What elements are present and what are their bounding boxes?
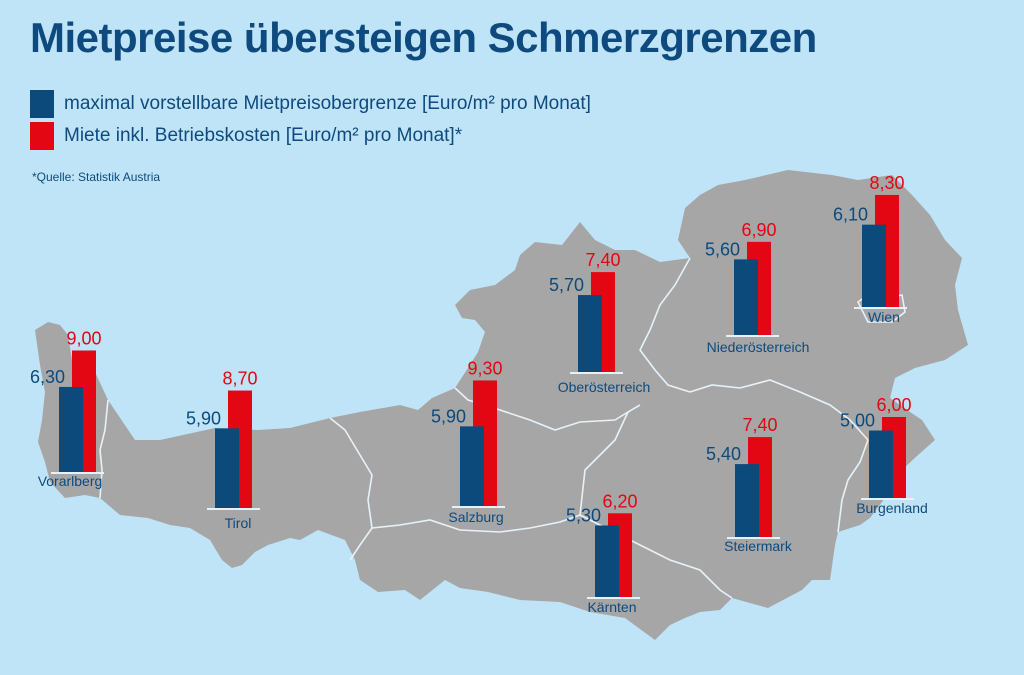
region-tirol: 8,705,90 Tirol — [186, 369, 260, 531]
category-label-wien: Wien — [868, 309, 900, 325]
legend-label-max-rent: maximal vorstellbare Mietpreisobergrenze… — [64, 93, 591, 114]
region-wien: 8,306,10 Wien — [833, 173, 907, 325]
value-label-actual-rent-steiermark: 7,40 — [742, 415, 777, 435]
source-note: *Quelle: Statistik Austria — [32, 170, 161, 184]
bars-layer: 9,006,30Vorarlberg8,705,90Tirol9,305,90S… — [30, 173, 928, 615]
bar-max-rent-oberoesterreich — [578, 295, 602, 372]
legend-item-actual-rent: Miete inkl. Betriebskosten [Euro/m² pro … — [30, 122, 462, 150]
value-label-actual-rent-niederoesterreich: 6,90 — [741, 220, 776, 240]
bar-max-rent-wien — [862, 224, 886, 307]
border-vorarlberg-tirol — [99, 399, 109, 499]
austria-map — [35, 170, 968, 640]
border-ooe-noe — [639, 257, 691, 393]
border-ooe-steiermark — [579, 411, 629, 516]
region-oberoesterreich: 7,405,70 Oberösterreich — [549, 250, 650, 395]
value-label-actual-rent-salzburg: 9,30 — [467, 358, 502, 378]
bar-max-rent-burgenland — [869, 430, 893, 498]
value-label-max-rent-vorarlberg: 6,30 — [30, 367, 65, 387]
value-label-actual-rent-vorarlberg: 9,00 — [66, 329, 101, 349]
value-label-max-rent-wien: 6,10 — [833, 205, 868, 225]
bar-max-rent-tirol — [215, 428, 239, 508]
region-kaernten: 6,205,30 Kärnten — [566, 491, 640, 615]
value-label-actual-rent-burgenland: 6,00 — [876, 395, 911, 415]
bar-max-rent-steiermark — [735, 464, 759, 537]
legend-item-max-rent: maximal vorstellbare Mietpreisobergrenze… — [30, 90, 591, 118]
legend-swatch-blue — [30, 90, 54, 118]
value-label-actual-rent-oberoesterreich: 7,40 — [585, 250, 620, 270]
border-noe-steiermark — [689, 379, 869, 441]
region-steiermark: 7,405,40 Steiermark — [706, 415, 793, 554]
bar-max-rent-niederoesterreich — [734, 259, 758, 335]
bar-max-rent-salzburg — [460, 426, 484, 506]
category-label-niederoesterreich: Niederösterreich — [707, 339, 810, 355]
category-label-vorarlberg: Vorarlberg — [38, 473, 103, 489]
region-niederoesterreich: 6,905,60 Niederösterreich — [705, 220, 809, 355]
region-burgenland: 6,005,00 Burgenland — [840, 395, 928, 516]
value-label-actual-rent-kaernten: 6,20 — [602, 491, 637, 511]
category-label-tirol: Tirol — [225, 515, 252, 531]
value-label-max-rent-burgenland: 5,00 — [840, 411, 875, 431]
value-label-max-rent-steiermark: 5,40 — [706, 444, 741, 464]
region-salzburg: 9,30 5,90 Salzburg — [431, 358, 505, 525]
category-label-burgenland: Burgenland — [856, 500, 928, 516]
legend-swatch-red — [30, 122, 54, 150]
category-label-kaernten: Kärnten — [587, 599, 636, 615]
legend-label-actual-rent: Miete inkl. Betriebskosten [Euro/m² pro … — [64, 125, 463, 146]
chart-title: Mietpreise übersteigen Schmerzgrenzen — [30, 14, 817, 61]
value-label-max-rent-oberoesterreich: 5,70 — [549, 275, 584, 295]
border-tirol-salzburg — [329, 417, 373, 561]
value-label-actual-rent-wien: 8,30 — [869, 173, 904, 193]
bar-max-rent-kaernten — [595, 525, 619, 597]
value-label-max-rent-niederoesterreich: 5,60 — [705, 239, 740, 259]
border-steiermark-burgenland — [837, 439, 869, 533]
category-label-oberoesterreich: Oberösterreich — [558, 379, 651, 395]
bar-max-rent-vorarlberg — [59, 386, 83, 472]
region-vorarlberg: 9,006,30 Vorarlberg — [30, 329, 104, 489]
category-label-steiermark: Steiermark — [724, 538, 793, 554]
category-label-salzburg: Salzburg — [448, 509, 503, 525]
value-label-max-rent-tirol: 5,90 — [186, 408, 221, 428]
value-label-max-rent-kaernten: 5,30 — [566, 505, 601, 525]
border-salzburg-kaernten — [371, 514, 581, 533]
value-label-max-rent-salzburg: 5,90 — [431, 406, 466, 426]
value-label-actual-rent-tirol: 8,70 — [222, 369, 257, 389]
